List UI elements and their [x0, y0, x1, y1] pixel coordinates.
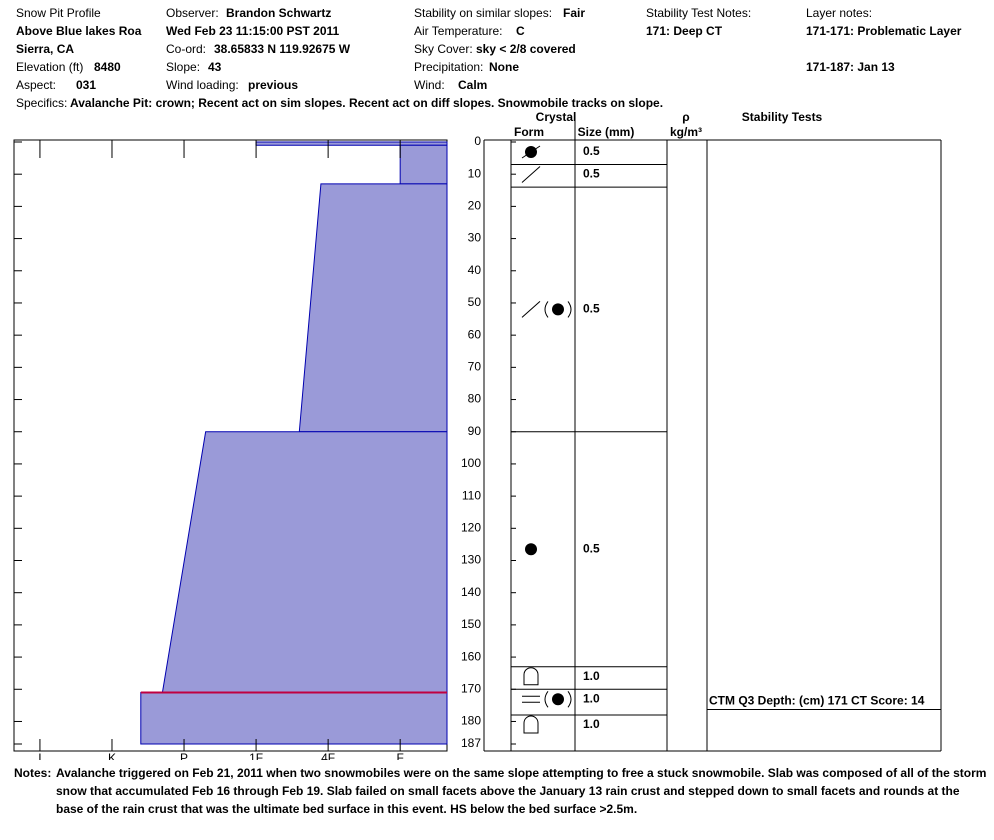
y-tick-label: 80	[468, 392, 482, 406]
x-tick-label: 4F	[321, 751, 335, 760]
region: Sierra, CA	[16, 42, 75, 56]
value: 38.65833 N 119.92675 W	[214, 42, 351, 56]
crystal-symbol	[552, 693, 564, 706]
y-tick-label: 20	[468, 199, 482, 213]
crystal-size: 1.0	[583, 717, 600, 731]
value: Calm	[458, 78, 488, 92]
label: Stability Test Notes:	[646, 6, 752, 20]
crystal-symbol	[522, 690, 572, 708]
crystal-symbol	[521, 145, 541, 159]
value: Wed Feb 23 11:15:00 PST 2011	[166, 24, 340, 38]
y-tick-label: 110	[462, 488, 481, 502]
label: Wind loading:	[166, 78, 239, 92]
density-unit: kg/m³	[670, 125, 702, 139]
crystal-size: 0.5	[583, 541, 600, 555]
stability-result: CTM Q3 Depth: (cm) 171 CT Score: 14	[709, 694, 925, 708]
label: Elevation (ft)	[16, 60, 84, 74]
value: 031	[76, 78, 97, 92]
hardness-layer	[161, 431, 448, 693]
y-tick-label: 130	[461, 553, 481, 567]
x-tick-label: P	[180, 751, 188, 760]
value: Fair	[563, 6, 586, 20]
y-tick-label: 50	[468, 295, 482, 309]
value: Brandon Schwartz	[226, 6, 332, 20]
notes-label: Notes:	[14, 766, 52, 780]
crystal-symbol	[525, 543, 537, 556]
x-tick-label: I	[38, 751, 41, 760]
crystal-symbol	[544, 301, 572, 318]
y-tick-label: 150	[461, 617, 481, 631]
crystal-size: 0.5	[583, 144, 600, 158]
value: None	[489, 60, 519, 74]
y-tick-label: 60	[468, 327, 482, 341]
y-tick-label: 30	[468, 231, 482, 245]
crystal-size: 1.0	[583, 691, 600, 705]
value: sky < 2/8 covered	[476, 42, 576, 56]
x-tick-label: F	[396, 751, 403, 760]
size-header: Size (mm)	[578, 125, 635, 139]
y-tick-label: 70	[468, 360, 482, 374]
label: Wind:	[414, 78, 445, 92]
frames	[13, 112, 942, 752]
density-header: ρ	[682, 110, 689, 124]
label: Layer notes:	[806, 6, 873, 20]
profile: Crystal Form Size (mm) ρ kg/m³ Stability…	[13, 110, 942, 760]
label: Precipitation:	[414, 60, 484, 74]
label: Aspect:	[16, 78, 57, 92]
y-tick-label: 100	[461, 456, 481, 470]
stability-header: Stability Tests	[742, 110, 823, 124]
value: 171-187: Jan 13	[806, 60, 895, 74]
hardness-layer	[298, 183, 448, 433]
label: Specifics:	[16, 96, 68, 110]
crystal-symbol	[523, 667, 539, 686]
y-tick-label: 90	[468, 424, 482, 438]
hardness-layer	[399, 144, 448, 185]
crystal-symbol	[521, 301, 541, 318]
value: 43	[208, 60, 222, 74]
crystal-size: 1.0	[583, 669, 600, 683]
form-header: Form	[514, 125, 544, 139]
notes-text: Avalanche triggered on Feb 21, 2011 when…	[56, 766, 987, 816]
y-tick-label: 170	[461, 681, 481, 695]
value: 171: Deep CT	[646, 24, 723, 38]
title: Snow Pit Profile	[16, 6, 101, 20]
location: Above Blue lakes Roa	[16, 24, 142, 38]
label: Slope:	[166, 60, 201, 74]
y-tick-label: 10	[468, 166, 482, 180]
y-tick-label: 140	[461, 585, 481, 599]
label: Co-ord:	[166, 42, 207, 56]
hardness-layer	[140, 691, 448, 745]
y-tick-label: 0	[474, 134, 481, 148]
crystal-symbol	[523, 715, 539, 734]
value: 171-171: Problematic Layer	[806, 24, 962, 38]
label: Stability on similar slopes:	[414, 6, 553, 20]
value: Avalanche Pit: crown; Recent act on sim …	[70, 96, 664, 110]
y-tick-label: 40	[468, 263, 482, 277]
label: Sky Cover:	[414, 42, 473, 56]
y-tick-label: 187	[461, 736, 481, 750]
crystal-header: Crystal	[536, 110, 577, 124]
label: Observer:	[166, 6, 219, 20]
crystal-size: 0.5	[583, 302, 600, 316]
crystal-size: 0.5	[583, 167, 600, 181]
crystal-symbol	[521, 166, 541, 183]
notes: Notes: Avalanche triggered on Feb 21, 201…	[14, 764, 989, 818]
x-tick-label: 1F	[249, 751, 263, 760]
y-tick-label: 180	[461, 714, 481, 728]
value: 8480	[94, 60, 121, 74]
crystal-symbol	[552, 303, 564, 316]
y-tick-label: 120	[461, 520, 481, 534]
value: C	[516, 24, 525, 38]
value: previous	[248, 78, 299, 92]
x-tick-label: K	[108, 751, 116, 760]
label: Air Temperature:	[414, 24, 503, 38]
y-tick-label: 160	[461, 649, 481, 663]
